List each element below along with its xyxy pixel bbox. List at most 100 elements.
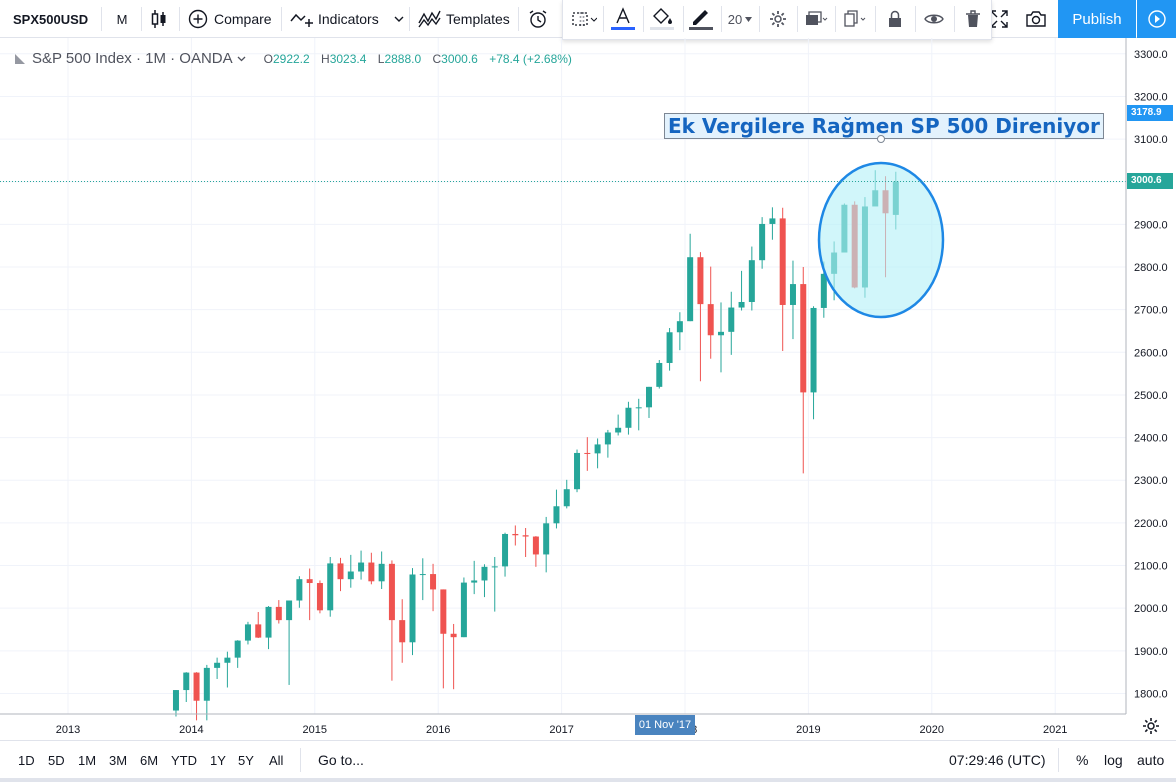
range-button-1m[interactable]: 1M bbox=[78, 752, 97, 768]
annotation-anchor-handle[interactable] bbox=[877, 135, 885, 143]
candle bbox=[172, 690, 179, 717]
candle-body bbox=[738, 301, 745, 308]
candle bbox=[728, 291, 735, 355]
alert-button[interactable] bbox=[528, 0, 550, 38]
open-label: O bbox=[263, 51, 273, 66]
text-annotation[interactable]: Ek Vergilere Rağmen SP 500 Direniyor bbox=[664, 113, 1104, 139]
low-value: 2888.0 bbox=[384, 51, 422, 66]
chart-canvas[interactable]: 3300.03200.03100.03000.02900.02800.02700… bbox=[0, 38, 1176, 738]
price-tick-label: 2200.0 bbox=[1134, 518, 1168, 530]
publish-button[interactable]: Publish bbox=[1058, 0, 1136, 38]
time-tick-label: 2016 bbox=[426, 724, 450, 736]
fill-color-button[interactable] bbox=[646, 0, 678, 38]
candle bbox=[203, 664, 210, 721]
chart-area[interactable]: 3300.03200.03100.03000.02900.02800.02700… bbox=[0, 38, 1176, 738]
chevron-down-icon[interactable] bbox=[237, 56, 246, 62]
candle-body bbox=[275, 606, 282, 621]
candle bbox=[224, 651, 231, 688]
price-axis[interactable]: 3300.03200.03100.03000.02900.02800.02700… bbox=[1134, 49, 1168, 701]
candle-body bbox=[656, 362, 663, 387]
clone-button[interactable] bbox=[839, 0, 871, 38]
indicators-dropdown[interactable] bbox=[392, 0, 406, 38]
goto-button[interactable]: Go to... bbox=[318, 741, 364, 779]
price-tick-label: 2300.0 bbox=[1134, 475, 1168, 487]
chart-type-button[interactable] bbox=[150, 0, 172, 38]
candle-body bbox=[378, 563, 385, 582]
range-button-1y[interactable]: 1Y bbox=[210, 752, 226, 768]
range-button-ytd[interactable]: YTD bbox=[171, 752, 197, 768]
candle bbox=[244, 621, 251, 645]
candle bbox=[286, 600, 293, 685]
candle-body bbox=[388, 563, 395, 621]
play-circle-icon bbox=[1147, 10, 1166, 28]
page-scrollbar[interactable] bbox=[0, 778, 1176, 782]
clock[interactable]: 07:29:46 (UTC) bbox=[949, 741, 1045, 779]
font-size-value: 20 bbox=[727, 11, 743, 27]
time-tick-label: 2015 bbox=[303, 724, 327, 736]
plus-circle-icon bbox=[188, 9, 208, 29]
collapse-icon[interactable] bbox=[14, 53, 26, 65]
divider bbox=[797, 6, 798, 32]
camera-icon bbox=[1026, 11, 1046, 27]
range-button-5y[interactable]: 5Y bbox=[238, 752, 254, 768]
forward-button[interactable] bbox=[1137, 0, 1176, 38]
candle bbox=[789, 260, 796, 340]
chart-legend: S&P 500 Index · 1M · OANDA O2922.2 H3023… bbox=[14, 50, 580, 67]
symbol-search[interactable]: SPX500USD bbox=[13, 0, 88, 38]
candle-body bbox=[347, 571, 354, 580]
hide-button[interactable] bbox=[918, 0, 950, 38]
divider bbox=[643, 6, 644, 32]
fullscreen-button[interactable] bbox=[990, 0, 1010, 38]
settings-button[interactable] bbox=[762, 0, 794, 38]
candle-body bbox=[666, 332, 673, 363]
range-button-6m[interactable]: 6M bbox=[140, 752, 159, 768]
divider bbox=[683, 6, 684, 32]
candle bbox=[707, 266, 714, 359]
text-color-icon bbox=[611, 7, 635, 30]
range-button-5d[interactable]: 5D bbox=[48, 752, 65, 768]
candle-body bbox=[358, 562, 365, 572]
candle-body bbox=[296, 579, 303, 601]
area-select-button[interactable] bbox=[567, 0, 601, 38]
candle-body bbox=[430, 574, 437, 590]
chevron-down-icon bbox=[394, 16, 404, 22]
percent-label: % bbox=[1076, 752, 1089, 768]
font-size-select[interactable]: 20 bbox=[723, 0, 757, 38]
interval-label: M bbox=[116, 11, 128, 27]
candle-body bbox=[255, 624, 262, 638]
candle bbox=[563, 479, 570, 509]
divider bbox=[835, 6, 836, 32]
indicators-button[interactable]: Indicators bbox=[290, 0, 379, 38]
highlight-ellipse[interactable] bbox=[817, 161, 945, 319]
delete-button[interactable] bbox=[957, 0, 989, 38]
candle-body bbox=[214, 662, 221, 668]
range-button-all[interactable]: All bbox=[269, 752, 284, 768]
interval-button[interactable]: M bbox=[112, 0, 132, 38]
snapshot-button[interactable] bbox=[1025, 0, 1049, 38]
candle-body bbox=[789, 284, 796, 305]
candle bbox=[460, 577, 467, 638]
percent-toggle[interactable]: % bbox=[1076, 741, 1088, 779]
candle bbox=[666, 328, 673, 371]
candle bbox=[316, 580, 323, 614]
divider bbox=[101, 7, 102, 31]
time-tick-label: 2020 bbox=[920, 724, 944, 736]
candle-body bbox=[717, 331, 724, 336]
candle-body bbox=[306, 579, 313, 584]
time-axis[interactable]: 201320142015201620172018201920202021 bbox=[56, 724, 1068, 736]
candle bbox=[646, 386, 653, 418]
visual-order-button[interactable] bbox=[800, 0, 832, 38]
range-button-1d[interactable]: 1D bbox=[18, 752, 35, 768]
drawing-toolbar: 20 bbox=[562, 0, 992, 40]
compare-button[interactable]: Compare bbox=[188, 0, 272, 38]
templates-button[interactable]: Templates bbox=[418, 0, 510, 38]
candle bbox=[676, 312, 683, 351]
range-button-3m[interactable]: 3M bbox=[109, 752, 128, 768]
auto-toggle[interactable]: auto bbox=[1137, 741, 1164, 779]
line-color-button[interactable] bbox=[685, 0, 717, 38]
log-toggle[interactable]: log bbox=[1104, 741, 1123, 779]
candle-body bbox=[810, 307, 817, 393]
axis-settings-button[interactable] bbox=[1142, 717, 1160, 735]
lock-button[interactable] bbox=[879, 0, 911, 38]
text-color-button[interactable] bbox=[607, 0, 639, 38]
